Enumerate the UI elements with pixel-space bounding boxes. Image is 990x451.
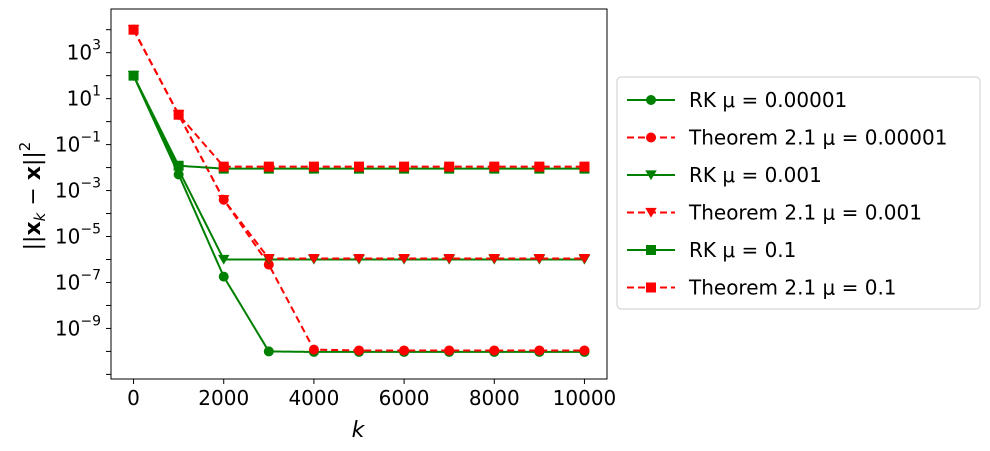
legend-label: Theorem 2.1 μ = 0.00001 <box>688 126 947 150</box>
data-point <box>353 253 365 264</box>
y-axis-label: ||xk − x||2 <box>16 142 49 251</box>
data-point <box>173 160 184 171</box>
legend-entry: Theorem 2.1 μ = 0.001 <box>627 201 922 225</box>
legend-entry: RK μ = 0.001 <box>627 163 822 187</box>
x-tick-label: 2000 <box>198 386 249 410</box>
data-point <box>579 161 590 172</box>
series-line <box>132 29 585 168</box>
data-point <box>128 24 139 35</box>
data-point <box>533 253 546 264</box>
y-tick-label: 10−1 <box>55 130 101 157</box>
data-point <box>443 253 455 264</box>
y-tick-label: 103 <box>67 38 101 65</box>
series-5 <box>128 70 590 174</box>
legend-marker <box>646 132 656 143</box>
data-point <box>444 161 455 172</box>
data-point <box>263 346 274 357</box>
legend-label: RK μ = 0.00001 <box>689 88 847 112</box>
legend: RK μ = 0.00001 Theorem 2.1 μ = 0.00001 RK … <box>616 76 981 310</box>
data-point <box>217 254 230 265</box>
y-tick-label: 10−7 <box>55 267 101 294</box>
series-4 <box>127 25 591 264</box>
data-point <box>444 345 455 356</box>
legend-marker <box>646 282 656 293</box>
x-tick-label: 8000 <box>469 386 520 410</box>
series-line <box>132 29 585 352</box>
data-point <box>354 161 364 172</box>
data-point <box>398 253 410 264</box>
series-6 <box>128 24 590 172</box>
data-point <box>217 195 230 205</box>
legend-entry: RK μ = 0.00001 <box>627 88 847 112</box>
x-tick-label: 0 <box>127 386 140 410</box>
svg-text:||xk − x||2: ||xk − x||2 <box>16 142 49 251</box>
legend-label: Theorem 2.1 μ = 0.001 <box>688 201 922 225</box>
data-point <box>578 253 591 264</box>
legend-box <box>616 76 981 310</box>
data-point <box>534 161 545 172</box>
legend-entry: Theorem 2.1 μ = 0.1 <box>627 276 897 300</box>
data-point <box>218 161 229 172</box>
series-line <box>132 75 585 170</box>
data-point <box>128 70 139 81</box>
data-point <box>263 253 275 264</box>
x-tick-label: 6000 <box>379 386 430 410</box>
legend-entry: RK μ = 0.1 <box>627 238 796 262</box>
data-point <box>488 253 501 264</box>
data-point <box>534 345 545 356</box>
data-point <box>263 161 274 172</box>
x-axis-label: k <box>352 418 366 443</box>
legend-marker <box>645 207 657 218</box>
data-point <box>173 109 184 120</box>
legend-label: RK μ = 0.1 <box>689 238 796 262</box>
data-point <box>399 161 410 172</box>
data-point <box>218 271 229 282</box>
legend-marker <box>646 245 656 255</box>
data-point <box>308 161 319 172</box>
y-tick-label: 10−5 <box>55 222 101 249</box>
data-point <box>308 344 319 355</box>
x-tick-label: 10000 <box>553 386 617 410</box>
series-2 <box>128 24 590 356</box>
legend-entry: Theorem 2.1 μ = 0.00001 <box>627 126 947 150</box>
plot-frame <box>110 8 608 380</box>
y-tick-label: 10−9 <box>55 313 101 340</box>
legend-marker <box>645 170 657 181</box>
data-point <box>399 345 410 356</box>
series-1 <box>128 70 590 357</box>
data-point <box>489 345 500 356</box>
legend-label: Theorem 2.1 μ = 0.1 <box>688 276 897 300</box>
axes: 0 2000 4000 6000 8000 10000 103 101 10−1 10−3 10−5… <box>55 8 617 410</box>
y-tick-label: 10−3 <box>55 176 101 203</box>
x-tick-label: 4000 <box>288 386 339 410</box>
legend-label: RK μ = 0.001 <box>689 163 822 187</box>
legend-marker <box>646 95 656 105</box>
data-point <box>489 161 500 172</box>
y-tick-label: 101 <box>67 84 101 111</box>
data-point <box>354 345 364 356</box>
data-point <box>579 345 590 356</box>
plot-area <box>127 24 591 357</box>
data-point <box>308 253 320 264</box>
